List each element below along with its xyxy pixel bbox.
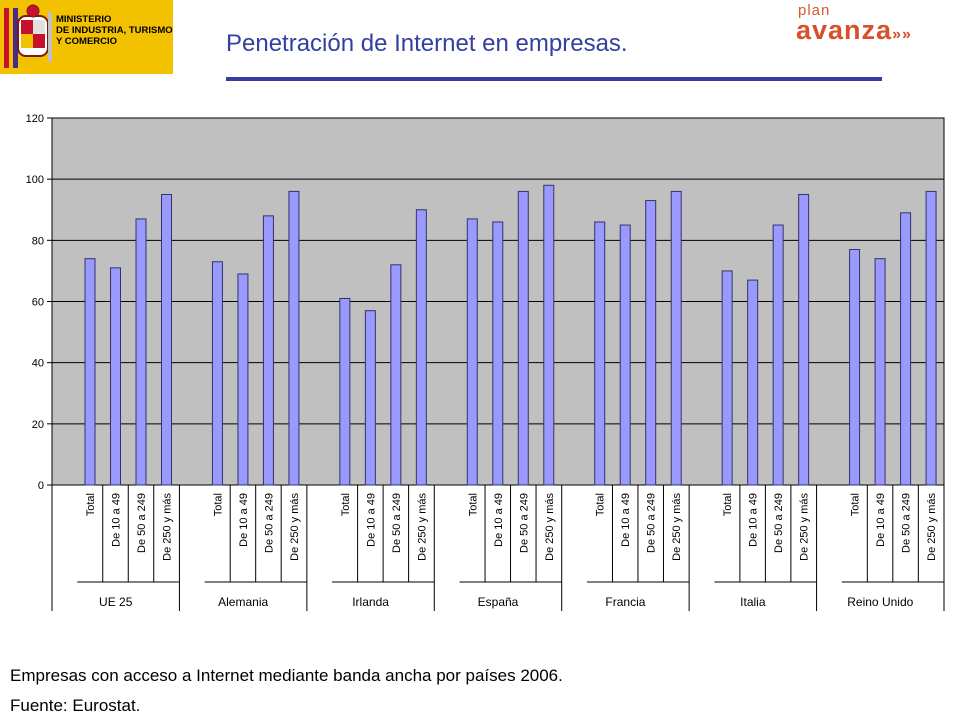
avanza-word: avanza»» [796,15,912,46]
bar [84,258,96,486]
subcategory-label: De 250 y más [671,493,683,561]
avanza-suffix: »» [892,26,912,43]
bar [110,267,121,486]
bar [543,184,555,486]
bar [415,209,427,486]
subcategory-label: Total [85,493,97,516]
subcategory-label: De 10 a 49 [111,493,123,547]
subcategory-label: De 250 y más [926,493,938,561]
subcategory-label: De 50 a 249 [646,493,658,553]
bar [339,297,351,486]
title-divider [226,77,882,81]
category-label: Reino Unido [847,595,913,609]
category-label: Alemania [218,595,268,609]
page-title: Penetración de Internet en empresas. [226,30,628,57]
category-label: UE 25 [99,595,133,609]
y-tick-label: 40 [32,358,44,370]
subcategory-label: De 50 a 249 [901,493,913,553]
y-tick-label: 120 [26,113,44,125]
chart-caption: Empresas con acceso a Internet mediante … [10,666,563,685]
subcategory-label: Total [467,493,479,516]
bar [900,212,912,486]
bar [747,279,759,486]
bar [262,215,274,486]
subcategory-label: De 250 y más [289,493,301,561]
bar [721,270,733,486]
subcategory-label: De 10 a 49 [748,493,760,547]
bar [135,218,147,486]
bar [211,261,223,486]
y-tick-label: 60 [32,297,44,309]
bar [492,221,504,486]
subcategory-label: De 10 a 49 [493,493,505,547]
subcategory-label: De 250 y más [162,493,174,561]
y-tick-label: 100 [26,174,44,186]
subcategory-label: Total [722,493,734,516]
bar-chart: 0 20 40 60 80 100 120 Total De 10 a 49 De 50 a 24… [26,113,945,611]
subcategory-label: Total [212,493,224,516]
category-label: España [478,595,519,609]
bar [849,249,861,486]
subcategory-label: De 50 a 249 [136,493,148,553]
bar [925,190,937,486]
ministry-name: MINISTERIO DE INDUSTRIA, TURISMO Y COMER… [56,14,173,47]
subcategory-label: De 250 y más [416,493,428,561]
subcategory-label: De 50 a 249 [773,493,785,553]
subcategory-label: De 50 a 249 [518,493,530,553]
category-label: Italia [740,595,766,609]
subcategory-label: Total [850,493,862,516]
bar [288,190,300,486]
bar [645,200,657,486]
subcategory-label: De 10 a 49 [620,493,632,547]
subcategory-label: De 10 a 49 [365,493,377,547]
subcategory-label: De 250 y más [544,493,556,561]
subcategory-label: De 50 a 249 [263,493,275,553]
ministry-logo: MINISTERIO DE INDUSTRIA, TURISMO Y COMER… [0,0,173,74]
plan-word: plan [798,2,831,19]
subcategory-label: Total [340,493,352,516]
bar [594,221,606,486]
bar [517,190,529,486]
bar [619,224,631,486]
chart-source: Fuente: Eurostat. [10,696,141,715]
coat-of-arms-icon [4,4,52,68]
bar [390,264,402,486]
category-label: Irlanda [352,595,389,609]
subcategory-label: Total [595,493,607,516]
bar [364,310,376,486]
y-tick-label: 80 [32,235,44,247]
bar [161,193,172,486]
y-tick-label: 0 [38,480,44,492]
y-tick-label: 20 [32,419,44,431]
subcategory-label: De 10 a 49 [238,493,250,547]
avanza-text: avanza [796,15,893,45]
subcategory-label: De 50 a 249 [391,493,403,553]
category-label: Francia [605,595,645,609]
subcategory-label: De 10 a 49 [875,493,887,547]
bar [237,273,249,486]
bar [798,193,810,486]
bar [772,224,784,486]
bar [670,190,682,486]
bar [874,258,886,486]
bar [466,218,478,486]
plan-avanza-logo: plan avanza»» [796,2,960,48]
subcategory-label: De 250 y más [799,493,811,561]
